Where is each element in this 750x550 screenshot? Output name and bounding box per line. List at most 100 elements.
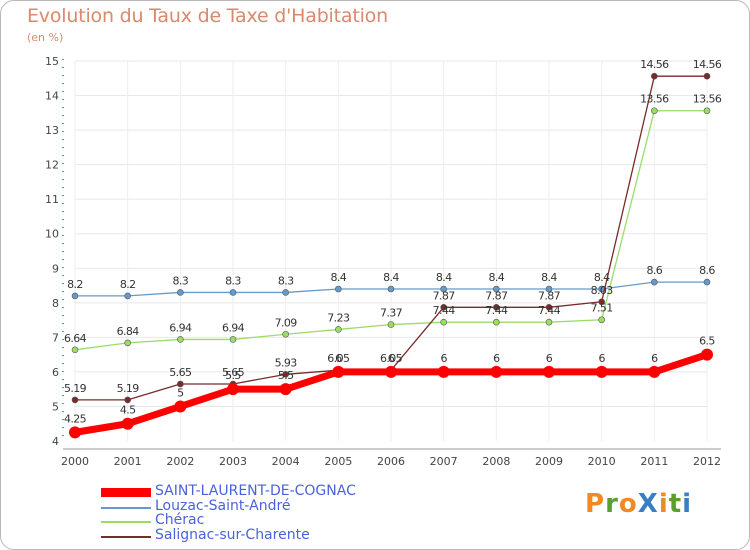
data-label: 5.19 xyxy=(64,382,87,395)
data-label: 5.5 xyxy=(278,369,294,382)
logo-letter: P xyxy=(585,489,606,519)
data-label: 8.3 xyxy=(225,274,241,287)
y-tick-label: 5 xyxy=(52,400,59,413)
series-layer xyxy=(69,72,713,439)
data-point xyxy=(385,365,397,378)
data-point xyxy=(229,336,237,343)
data-label: 5.65 xyxy=(169,366,192,379)
y-tick-label: 6 xyxy=(52,366,59,379)
data-label: 6.05 xyxy=(380,352,403,365)
data-label: 14.56 xyxy=(693,58,722,71)
data-point xyxy=(177,336,184,343)
data-label: 6.94 xyxy=(222,321,245,334)
data-label: 8.6 xyxy=(699,264,715,277)
x-tick-label: 2001 xyxy=(114,455,142,468)
legend-swatch xyxy=(101,535,151,538)
data-label: 4.25 xyxy=(64,412,87,425)
data-point xyxy=(229,289,237,296)
data-label: 6 xyxy=(598,352,605,365)
grid-layer xyxy=(74,60,708,441)
data-label: 8.03 xyxy=(591,284,614,297)
data-label: 8.4 xyxy=(488,271,504,284)
y-tick-label: 15 xyxy=(45,55,59,68)
label-layer: 8.2 8.2 8.3 8.3 8.3 8.4 8.4 8.4 8.4 8.4 8.4 8.6 8.6 6… xyxy=(64,58,722,425)
data-point xyxy=(227,383,239,396)
x-tick-label: 2003 xyxy=(219,455,247,468)
data-point xyxy=(440,285,447,293)
data-label: 8.2 xyxy=(67,278,83,291)
data-point xyxy=(71,292,79,300)
data-point xyxy=(282,371,289,378)
data-point xyxy=(598,298,605,306)
data-point xyxy=(545,304,553,311)
data-point xyxy=(121,417,134,430)
data-point xyxy=(124,339,131,347)
data-point xyxy=(703,72,711,80)
data-label: 8.4 xyxy=(383,271,399,284)
data-label: 6 xyxy=(388,352,395,365)
data-label: 6 xyxy=(335,352,342,365)
data-label: 6 xyxy=(651,352,658,365)
data-label: 6 xyxy=(440,352,447,365)
data-point xyxy=(545,285,553,293)
x-tick-label: 2002 xyxy=(166,455,194,468)
legend-swatch xyxy=(101,506,151,509)
data-label: 8.4 xyxy=(541,271,557,284)
x-tick-label: 2006 xyxy=(377,455,405,468)
data-label: 5 xyxy=(177,386,184,399)
data-point xyxy=(387,285,395,293)
data-label: 7.51 xyxy=(591,302,613,315)
x-tick-label: 2012 xyxy=(693,455,721,468)
x-tick-label: 2011 xyxy=(640,455,668,468)
x-tick-label: 2007 xyxy=(430,455,458,468)
data-label: 6.05 xyxy=(327,352,350,365)
data-point xyxy=(595,365,608,378)
data-label: 5.19 xyxy=(117,382,140,395)
data-point xyxy=(651,72,658,80)
y-tick-label: 14 xyxy=(45,90,59,103)
logo-letter: t xyxy=(668,489,683,519)
legend-swatch xyxy=(101,521,151,523)
legend-label: Salignac-sur-Charente xyxy=(155,526,310,543)
data-label: 5.93 xyxy=(275,356,298,369)
data-label: 6.84 xyxy=(117,325,140,338)
legend-label: SAINT-LAURENT-DE-COGNAC xyxy=(155,483,356,499)
data-point xyxy=(282,330,289,338)
data-label: 13.56 xyxy=(693,93,722,106)
proxiti-logo: ProXiti xyxy=(585,489,692,519)
data-point xyxy=(124,292,131,300)
data-label: 7.23 xyxy=(327,311,350,324)
data-point xyxy=(651,107,658,115)
data-label: 6 xyxy=(493,352,500,365)
y-tick-label: 8 xyxy=(52,297,59,310)
y-tick-label: 4 xyxy=(52,435,59,448)
data-point xyxy=(437,365,450,378)
legend-label: Chérac xyxy=(155,512,205,528)
data-point xyxy=(124,396,131,404)
data-label: 6.94 xyxy=(169,321,192,334)
data-label: 6 xyxy=(546,352,553,365)
logo-letter: r xyxy=(605,489,619,519)
data-point xyxy=(174,400,187,413)
y-tick-label: 9 xyxy=(52,262,59,275)
data-label: 8.2 xyxy=(120,278,136,291)
data-point xyxy=(387,321,395,328)
data-label: 6.64 xyxy=(64,332,87,345)
logo-letter: i xyxy=(682,489,693,519)
data-label: 7.37 xyxy=(380,307,403,320)
data-point xyxy=(545,318,553,326)
x-tick-label: 2008 xyxy=(482,455,510,468)
data-label: 5.65 xyxy=(222,366,245,379)
data-point xyxy=(490,365,503,378)
data-label: 13.56 xyxy=(640,93,669,106)
data-point xyxy=(703,278,711,286)
data-label: 7.87 xyxy=(538,289,561,302)
y-tick-label: 11 xyxy=(45,193,59,206)
data-point xyxy=(71,396,79,404)
y-tick-label: 10 xyxy=(45,228,59,241)
data-label: 7.09 xyxy=(275,316,298,329)
data-point xyxy=(648,365,661,378)
data-point xyxy=(701,348,713,361)
